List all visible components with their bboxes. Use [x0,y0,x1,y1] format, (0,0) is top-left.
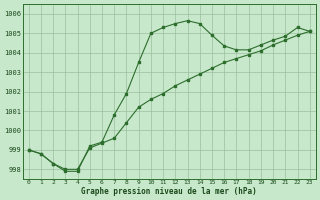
X-axis label: Graphe pression niveau de la mer (hPa): Graphe pression niveau de la mer (hPa) [81,187,257,196]
